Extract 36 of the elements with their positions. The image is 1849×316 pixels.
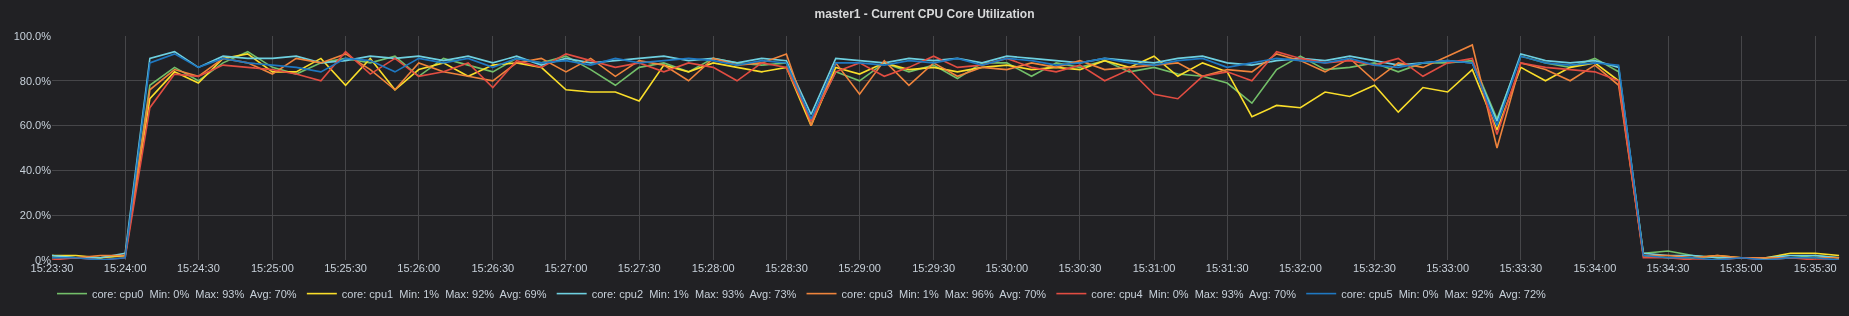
legend-label: core: cpu4 Min: 0% Max: 93% Avg: 70% bbox=[1091, 287, 1297, 300]
x-tick-label: 15:35:30 bbox=[1793, 262, 1837, 274]
x-tick-label: 15:35:00 bbox=[1719, 262, 1763, 274]
x-tick-label: 15:27:30 bbox=[617, 262, 661, 274]
legend-label: core: cpu3 Min: 1% Max: 96% Avg: 70% bbox=[841, 287, 1047, 300]
x-tick-label: 15:34:30 bbox=[1646, 262, 1690, 274]
x-tick-label: 15:26:00 bbox=[397, 262, 441, 274]
x-tick-label: 15:31:00 bbox=[1132, 262, 1176, 274]
x-tick-label: 15:31:30 bbox=[1205, 262, 1249, 274]
x-tick-label: 15:29:30 bbox=[912, 262, 956, 274]
x-tick-label: 15:33:00 bbox=[1426, 262, 1470, 274]
x-tick-label: 15:25:30 bbox=[324, 262, 367, 274]
x-tick-label: 15:30:00 bbox=[985, 262, 1029, 274]
x-tick-label: 15:29:00 bbox=[838, 262, 881, 274]
y-tick-label: 80.0% bbox=[19, 74, 52, 87]
y-tick-label: 60.0% bbox=[19, 119, 52, 132]
legend-label: core: cpu2 Min: 1% Max: 93% Avg: 73% bbox=[591, 287, 797, 300]
x-tick-label: 15:28:30 bbox=[764, 262, 808, 274]
x-tick-label: 15:24:00 bbox=[103, 262, 147, 274]
x-tick-label: 15:30:30 bbox=[1058, 262, 1102, 274]
legend-label: core: cpu0 Min: 0% Max: 93% Avg: 70% bbox=[92, 287, 297, 300]
x-tick-label: 15:32:00 bbox=[1278, 262, 1322, 274]
y-tick-label: 40.0% bbox=[19, 164, 52, 177]
legend-label: core: cpu5 Min: 0% Max: 92% Avg: 72% bbox=[1341, 287, 1547, 300]
y-tick-label: 100.0% bbox=[13, 29, 52, 42]
x-tick-label: 15:26:30 bbox=[471, 262, 515, 274]
x-tick-label: 15:24:30 bbox=[176, 262, 220, 274]
x-tick-label: 15:28:00 bbox=[691, 262, 735, 274]
x-tick-label: 15:33:30 bbox=[1499, 262, 1543, 274]
x-tick-label: 15:27:00 bbox=[544, 262, 588, 274]
y-tick-label: 20.0% bbox=[19, 209, 52, 222]
x-tick-label: 15:32:30 bbox=[1353, 262, 1396, 274]
chart-title: master1 - Current CPU Core Utilization bbox=[814, 7, 1035, 22]
x-tick-label: 15:34:00 bbox=[1573, 262, 1617, 274]
legend-label: core: cpu1 Min: 1% Max: 92% Avg: 69% bbox=[341, 287, 547, 300]
x-tick-label: 15:25:00 bbox=[251, 262, 294, 274]
